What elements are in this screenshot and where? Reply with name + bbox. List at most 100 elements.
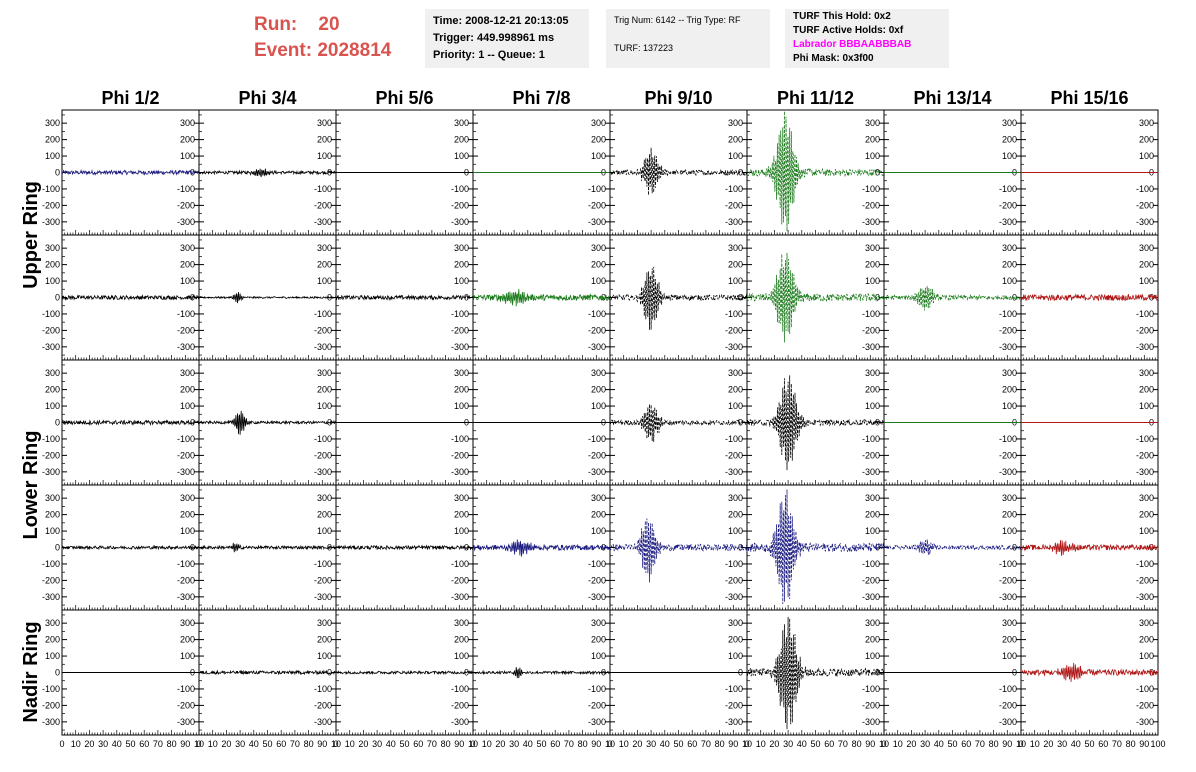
ytick-label-left: -200 (42, 575, 60, 585)
ytick-label: 300 (1139, 618, 1154, 628)
xtick-label: 0 (333, 739, 338, 749)
ytick-label: 300 (865, 493, 880, 503)
ytick-label: 100 (1139, 151, 1154, 161)
xtick-label: 80 (167, 739, 177, 749)
xtick-label: 10 (893, 739, 903, 749)
ytick-label: -200 (725, 200, 743, 210)
ytick-label: 0 (738, 543, 743, 553)
ytick-label: 200 (728, 135, 743, 145)
ytick-label-left: 100 (45, 151, 60, 161)
column-header-8: Phi 15/16 (1050, 88, 1128, 108)
ytick-label: -100 (314, 184, 332, 194)
xtick-label: 10 (331, 739, 341, 749)
ytick-label: 300 (1002, 493, 1017, 503)
ytick-label: -100 (999, 184, 1017, 194)
ytick-label: 0 (738, 418, 743, 428)
ytick-label: 300 (1139, 118, 1154, 128)
column-header-5: Phi 9/10 (644, 88, 712, 108)
ytick-label: 200 (1139, 510, 1154, 520)
ytick-label: -300 (862, 342, 880, 352)
xtick-label: 60 (1098, 739, 1108, 749)
ytick-label: 200 (1002, 510, 1017, 520)
ytick-label: 300 (728, 618, 743, 628)
ytick-label: -200 (1136, 700, 1154, 710)
turf-active-text: TURF Active Holds: 0xf (793, 25, 904, 36)
ytick-label: 300 (728, 368, 743, 378)
ytick-label: 200 (591, 385, 606, 395)
xtick-label: 60 (824, 739, 834, 749)
xtick-label: 10 (756, 739, 766, 749)
ytick-label: -300 (725, 342, 743, 352)
xtick-label: 50 (1084, 739, 1094, 749)
xtick-label: 10 (345, 739, 355, 749)
ytick-label: 300 (1139, 368, 1154, 378)
ytick-label: -200 (314, 450, 332, 460)
ytick-label: -200 (451, 450, 469, 460)
xtick-label: 10 (194, 739, 204, 749)
ytick-label: 200 (591, 635, 606, 645)
xtick-label: 80 (989, 739, 999, 749)
ytick-label: 100 (591, 651, 606, 661)
xtick-label: 70 (975, 739, 985, 749)
ytick-label: 200 (1002, 385, 1017, 395)
ytick-label: 100 (1002, 526, 1017, 536)
phi-mask-text: Phi Mask: 0x3f00 (793, 53, 874, 64)
ytick-label: -100 (177, 684, 195, 694)
waveform-trace (609, 404, 748, 442)
waveform-trace (746, 252, 885, 343)
xtick-label: 40 (1071, 739, 1081, 749)
xtick-label: 10 (468, 739, 478, 749)
ytick-label: 100 (1002, 151, 1017, 161)
column-header-7: Phi 13/14 (913, 88, 991, 108)
ytick-label: -200 (314, 575, 332, 585)
waveform-trace (472, 289, 611, 307)
xtick-label: 0 (196, 739, 201, 749)
ytick-label: -200 (725, 700, 743, 710)
ytick-label: 100 (1002, 401, 1017, 411)
xtick-label: 60 (413, 739, 423, 749)
ytick-label-left: 0 (55, 668, 60, 678)
ytick-label-left: -100 (42, 434, 60, 444)
ytick-label: 300 (591, 493, 606, 503)
ytick-label: -100 (999, 559, 1017, 569)
xtick-label: 80 (1126, 739, 1136, 749)
ytick-label: -200 (314, 700, 332, 710)
ytick-label: 100 (728, 401, 743, 411)
ytick-label: 200 (1002, 635, 1017, 645)
ytick-label: 100 (591, 276, 606, 286)
ytick-label: 300 (180, 368, 195, 378)
ytick-label: 0 (190, 168, 195, 178)
xtick-label: 10 (1016, 739, 1026, 749)
ytick-label: 0 (875, 293, 880, 303)
ytick-label: 200 (454, 135, 469, 145)
ytick-label: -300 (177, 717, 195, 727)
waveform-trace (1020, 540, 1159, 556)
ytick-label: -300 (862, 217, 880, 227)
ytick-label: -100 (862, 559, 880, 569)
trigger-text: Trigger: 449.998961 ms (433, 32, 555, 44)
ytick-label: -300 (725, 217, 743, 227)
xtick-label: 90 (1139, 739, 1149, 749)
ytick-label: -200 (451, 325, 469, 335)
ytick-label: 200 (728, 260, 743, 270)
xtick-label: 20 (632, 739, 642, 749)
ytick-label-left: 100 (45, 401, 60, 411)
ytick-label: 300 (591, 243, 606, 253)
xtick-label: 50 (262, 739, 272, 749)
xtick-label: 30 (920, 739, 930, 749)
xtick-label: 50 (947, 739, 957, 749)
ytick-label: -300 (451, 592, 469, 602)
ytick-label: 200 (180, 510, 195, 520)
ytick-label: 100 (454, 276, 469, 286)
ytick-label: -300 (177, 467, 195, 477)
run-value: 20 (318, 14, 340, 35)
xtick-label: 60 (139, 739, 149, 749)
ytick-label: 100 (454, 151, 469, 161)
ytick-label: 200 (317, 635, 332, 645)
ytick-label: -300 (1136, 467, 1154, 477)
ytick-label: -200 (177, 200, 195, 210)
ytick-label: -100 (999, 309, 1017, 319)
ytick-label: -300 (725, 717, 743, 727)
xtick-label: 40 (112, 739, 122, 749)
ytick-label: -300 (588, 717, 606, 727)
